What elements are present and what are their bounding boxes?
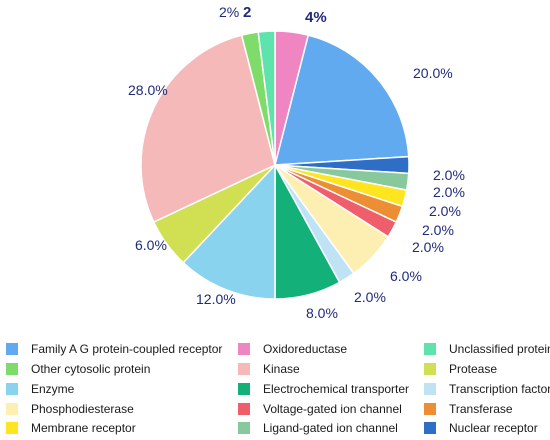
slice-label: 20.0% [413,65,453,81]
slice-label: 6.0% [135,237,167,253]
legend-item: Other cytosolic protein [6,360,150,378]
legend-item: Membrane receptor [6,419,136,437]
legend-label: Family A G protein-coupled receptor [31,342,223,356]
legend-item: Voltage-gated ion channel [238,400,402,418]
slice-label: 2.0% [354,289,386,305]
legend-swatch [6,403,18,415]
pie-slice-unclassified-protein [257,30,276,166]
legend-label: Nuclear receptor [449,421,538,435]
legend-swatch [238,383,250,395]
legend-swatch [6,383,18,395]
legend-label: Enzyme [31,382,75,396]
slice-label: 28.0% [128,82,168,98]
legend-label: Other cytosolic protein [31,362,151,376]
legend-swatch [424,363,436,375]
legend-swatch [238,422,250,434]
legend-swatch [6,422,18,434]
legend-swatch [6,343,18,355]
slice-label: 2% [219,4,239,20]
legend-label: Unclassified protein [449,342,550,356]
legend-label: Oxidoreductase [263,342,348,356]
legend-label: Phosphodiesterase [31,402,134,416]
slice-label: 12.0% [196,291,236,307]
legend-label: Electrochemical transporter [263,382,410,396]
pie-slice-family-a-g-protein-coupled-receptor [274,34,410,166]
slice-label: 2 [243,4,251,21]
pie-slice-enzyme [182,163,276,300]
legend-swatch [6,363,18,375]
legend-swatch [238,343,250,355]
legend-swatch [424,383,436,395]
legend-swatch [424,343,436,355]
legend-label: Protease [449,362,498,376]
pie-chart: 4%20.0%2.0%2.0%2.0%2.0%2.0%6.0%2.0%8.0%1… [128,4,465,321]
legend-item: Kinase [238,360,300,378]
pie-labels: 4%20.0%2.0%2.0%2.0%2.0%2.0%6.0%2.0%8.0%1… [128,4,465,321]
legend-item: Nuclear receptor [424,419,538,437]
legend-item: Ligand-gated ion channel [238,419,398,437]
legend-item: Transcription factor [424,380,550,398]
legend-label: Membrane receptor [31,421,136,435]
slice-label: 4% [305,9,327,26]
legend-item: Phosphodiesterase [6,400,134,418]
legend-item: Protease [424,360,497,378]
legend-label: Transferase [449,402,513,416]
slice-label: 8.0% [306,305,338,321]
legend-item: Electrochemical transporter [238,380,409,398]
legend: Family A G protein-coupled receptor Oxido… [0,338,550,438]
slice-label: 2.0% [429,203,461,219]
slice-label: 2.0% [433,184,465,200]
slice-label: 6.0% [390,268,422,284]
legend-label: Ligand-gated ion channel [263,421,398,435]
legend-label: Transcription factor [449,382,550,396]
legend-label: Voltage-gated ion channel [263,402,402,416]
slice-label: 2.0% [422,222,454,238]
legend-swatch [238,363,250,375]
legend-item: Transferase [424,400,513,418]
legend-label: Kinase [263,362,300,376]
pie-slices [140,30,410,300]
legend-item: Family A G protein-coupled receptor [6,340,222,358]
slice-label: 2.0% [412,239,444,255]
legend-swatch [424,422,436,434]
pie-slice-kinase [140,34,276,224]
slice-label: 2.0% [433,167,465,183]
legend-item: Enzyme [6,380,74,398]
legend-item: Unclassified protein [424,340,550,358]
legend-swatch [424,403,436,415]
legend-item: Oxidoreductase [238,340,347,358]
legend-swatch [238,403,250,415]
